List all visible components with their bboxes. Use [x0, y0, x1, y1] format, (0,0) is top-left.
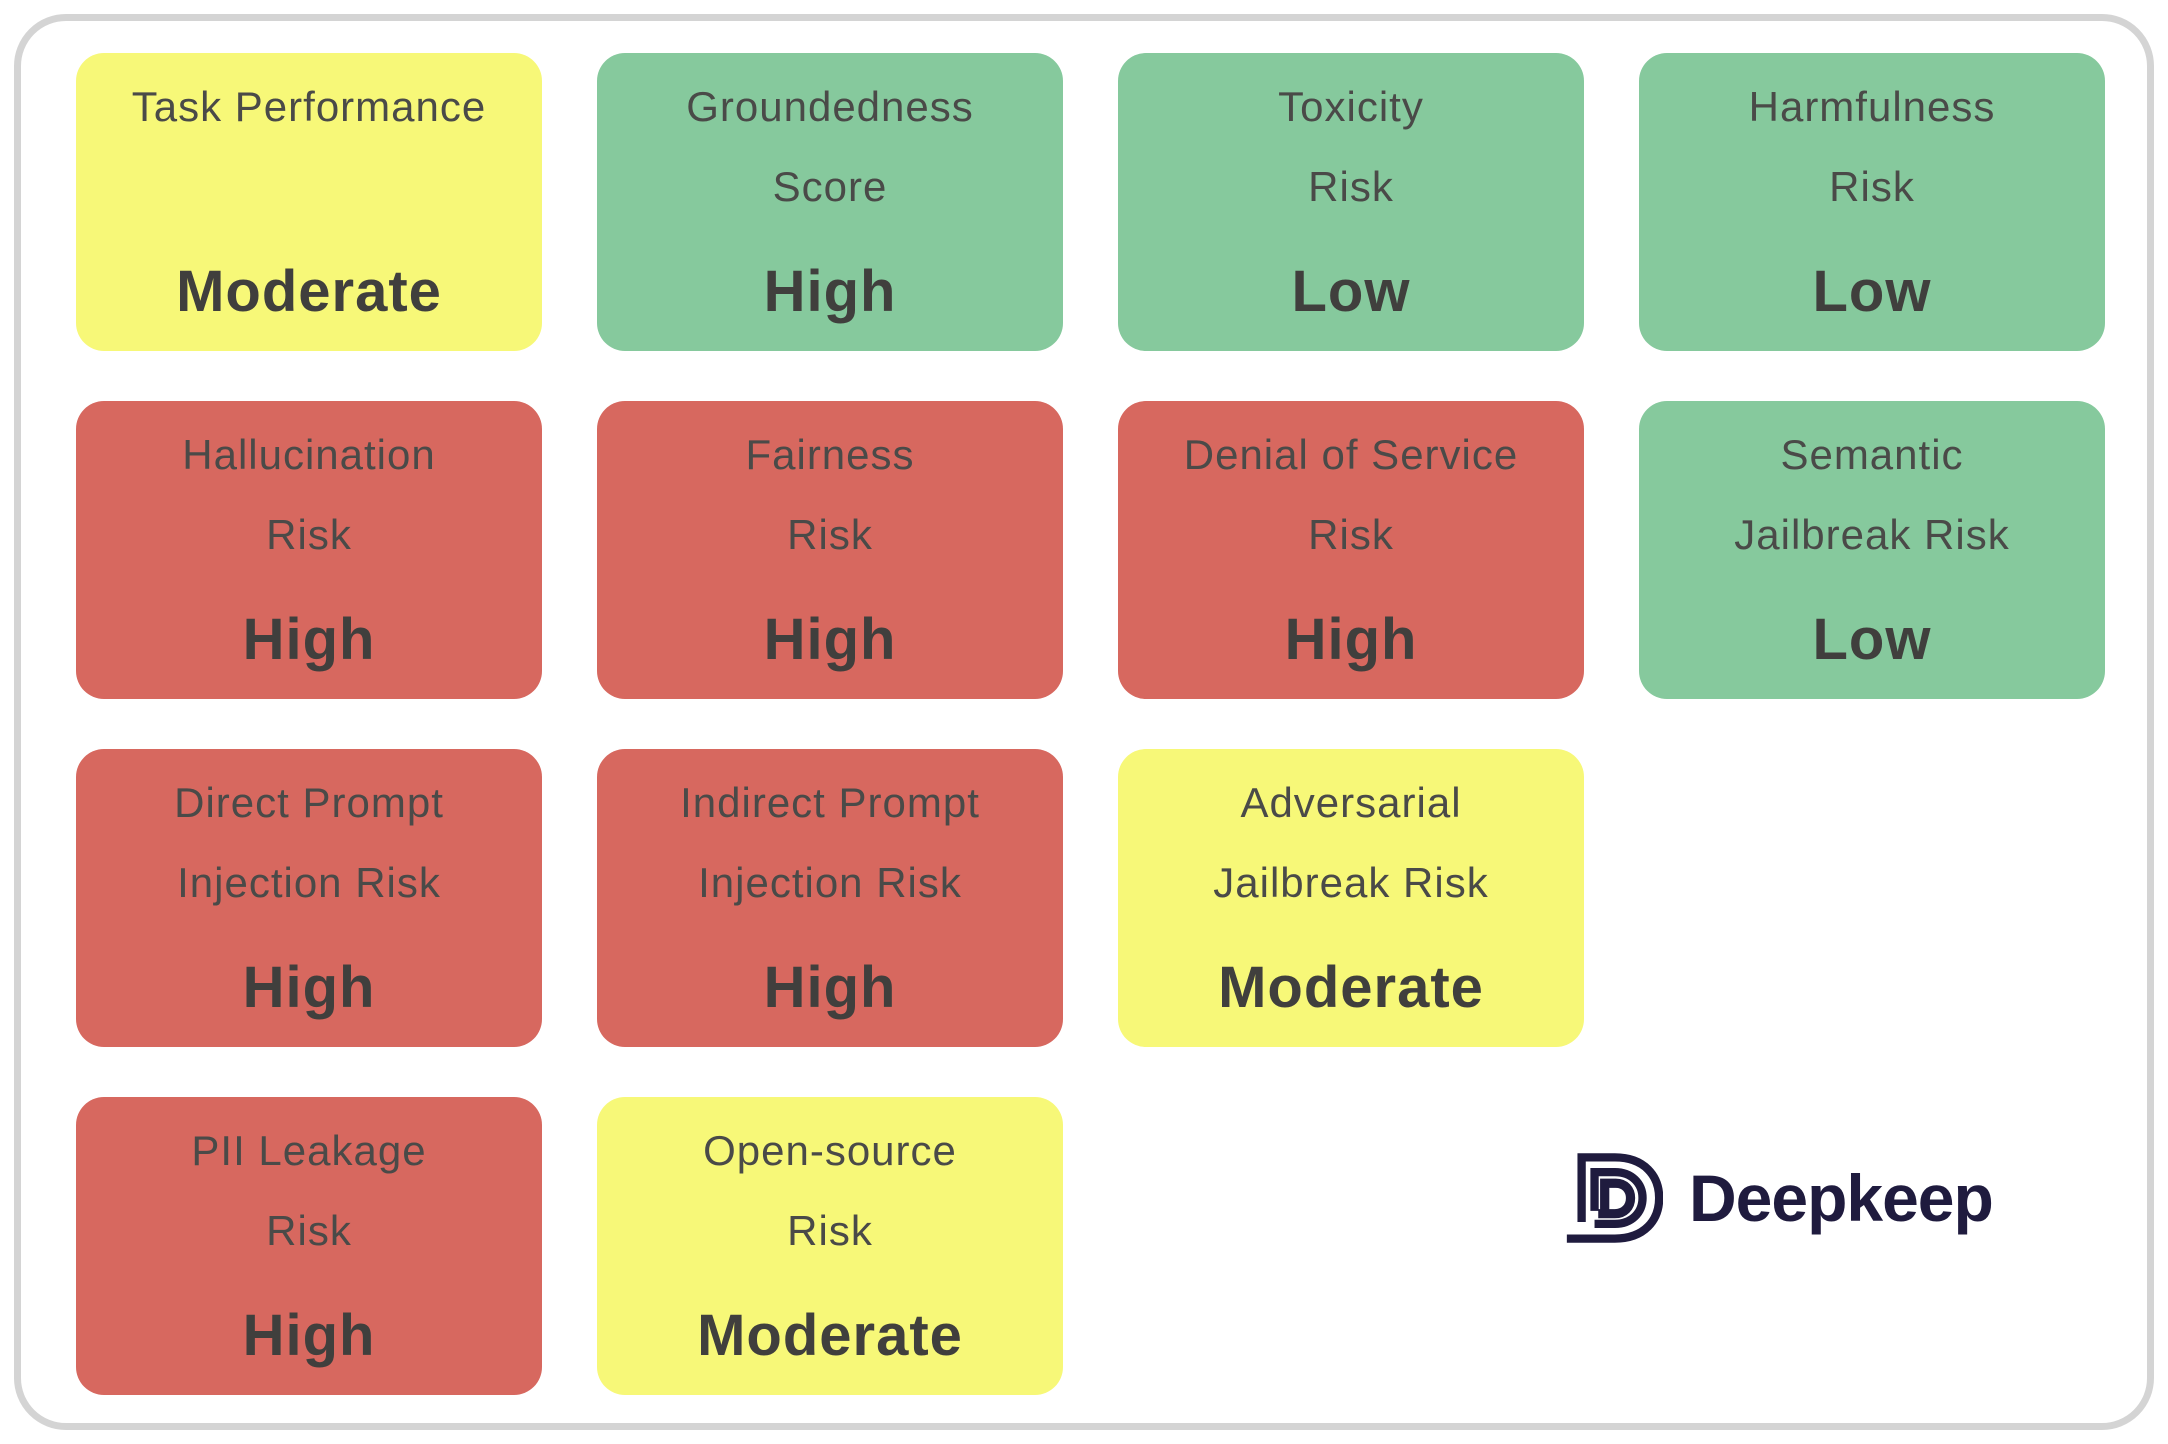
deepkeep-logo-icon: [1566, 1153, 1663, 1243]
card-open-source-risk: Open-source Risk Moderate: [597, 1097, 1063, 1395]
card-title-line: Risk: [1829, 163, 1915, 210]
card-title-line: Denial of Service: [1183, 431, 1519, 478]
card-title-line: Risk: [787, 511, 873, 558]
card-title-line: Open-source: [703, 1127, 957, 1174]
card-value: High: [1284, 607, 1418, 672]
card-value: Low: [1812, 259, 1932, 324]
card-semantic-jailbreak-risk: Semantic Jailbreak Risk Low: [1639, 401, 2105, 699]
card-value: High: [763, 955, 897, 1020]
card-adversarial-jailbreak-risk: Adversarial Jailbreak Risk Moderate: [1118, 749, 1584, 1047]
card-title: Open-source Risk: [703, 1111, 957, 1271]
card-value: Low: [1812, 607, 1932, 672]
card-title: Toxicity Risk: [1278, 67, 1424, 227]
card-title-line: Direct Prompt: [174, 779, 444, 826]
card-title: Denial of Service Risk: [1184, 415, 1518, 575]
card-value: High: [763, 607, 897, 672]
card-title-line: Risk: [266, 1207, 352, 1254]
card-groundedness-score: Groundedness Score High: [597, 53, 1063, 351]
card-title-line: Injection Risk: [698, 859, 962, 906]
card-indirect-prompt-injection-risk: Indirect Prompt Injection Risk High: [597, 749, 1063, 1047]
card-title-line: Fairness: [745, 431, 915, 478]
card-value: Low: [1291, 259, 1411, 324]
card-title-line: Risk: [1308, 163, 1394, 210]
card-value: Moderate: [1218, 955, 1484, 1020]
card-title-line: Risk: [787, 1207, 873, 1254]
card-title-line: Groundedness: [686, 83, 974, 130]
card-pii-leakage-risk: PII Leakage Risk High: [76, 1097, 542, 1395]
card-value: Moderate: [176, 259, 442, 324]
card-title: Indirect Prompt Injection Risk: [680, 763, 980, 923]
card-title-line: Toxicity: [1278, 83, 1424, 130]
card-title: PII Leakage Risk: [191, 1111, 426, 1271]
card-title-line: Hallucination: [182, 431, 436, 478]
card-title: Fairness Risk: [745, 415, 914, 575]
card-title-line: Injection Risk: [177, 859, 441, 906]
card-title: Harmfulness Risk: [1749, 67, 1996, 227]
card-title: Semantic Jailbreak Risk: [1734, 415, 2009, 575]
card-hallucination-risk: Hallucination Risk High: [76, 401, 542, 699]
deepkeep-wordmark: Deepkeep: [1689, 1161, 1994, 1235]
card-title-line: Task Performance: [131, 83, 487, 130]
card-title-line: Harmfulness: [1748, 83, 1996, 130]
card-title-line: Indirect Prompt: [680, 779, 980, 826]
card-title-line: Risk: [266, 511, 352, 558]
card-value: High: [242, 1303, 376, 1368]
card-title-line: PII Leakage: [191, 1127, 427, 1174]
card-title-line: Jailbreak Risk: [1213, 859, 1489, 906]
card-value: High: [242, 955, 376, 1020]
card-title-line: Jailbreak Risk: [1734, 511, 2010, 558]
card-title: Hallucination Risk: [182, 415, 435, 575]
card-task-performance: Task Performance Moderate: [76, 53, 542, 351]
card-toxicity-risk: Toxicity Risk Low: [1118, 53, 1584, 351]
card-title: Adversarial Jailbreak Risk: [1213, 763, 1488, 923]
card-title: Direct Prompt Injection Risk: [174, 763, 444, 923]
card-direct-prompt-injection-risk: Direct Prompt Injection Risk High: [76, 749, 542, 1047]
card-title: Groundedness Score: [686, 67, 974, 227]
card-denial-of-service-risk: Denial of Service Risk High: [1118, 401, 1584, 699]
card-value: Moderate: [697, 1303, 963, 1368]
card-title-line: Score: [772, 163, 888, 210]
risk-card-grid: Task Performance Moderate Groundedness S…: [76, 53, 2105, 1395]
card-value: High: [242, 607, 376, 672]
deepkeep-logo: Deepkeep: [1563, 1150, 1994, 1246]
card-value: High: [763, 259, 897, 324]
card-fairness-risk: Fairness Risk High: [597, 401, 1063, 699]
card-title: Task Performance: [132, 67, 486, 147]
card-title-line: Risk: [1308, 511, 1394, 558]
card-title-line: Semantic: [1780, 431, 1964, 478]
card-harmfulness-risk: Harmfulness Risk Low: [1639, 53, 2105, 351]
card-title-line: Adversarial: [1240, 779, 1462, 826]
